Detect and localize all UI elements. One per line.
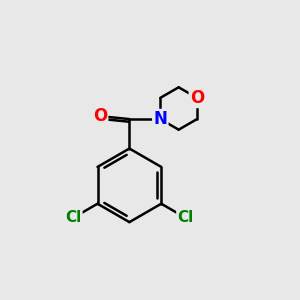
Text: Cl: Cl: [177, 210, 194, 225]
Text: Cl: Cl: [65, 210, 81, 225]
Text: O: O: [93, 107, 107, 125]
Text: N: N: [153, 110, 167, 128]
Text: O: O: [190, 89, 204, 107]
